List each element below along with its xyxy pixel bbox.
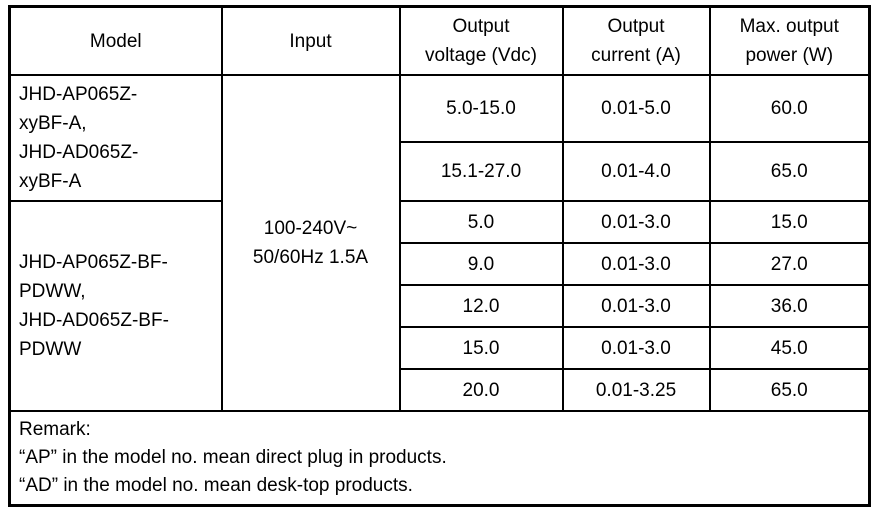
header-max-output-power: Max. output power (W) — [708, 5, 871, 76]
power-spec-table: Model Input Output voltage (Vdc) Output … — [8, 5, 871, 507]
voltage-cell: 12.0 — [398, 284, 564, 328]
table-row: JHD-AP065Z-BF- PDWW, JHD-AD065Z-BF- PDWW… — [8, 200, 871, 412]
header-row: Model Input Output voltage (Vdc) Output … — [8, 5, 871, 76]
current-cell: 0.01-3.25 — [561, 368, 711, 412]
voltage-cell: 5.0 — [398, 200, 564, 244]
remark-row: Remark: “AP” in the model no. mean direc… — [8, 410, 871, 507]
current-cell: 0.01-3.0 — [561, 284, 711, 328]
voltage-cell: 9.0 — [398, 242, 564, 286]
voltage-cell: 15.1-27.0 — [398, 140, 564, 203]
remark-cell: Remark: “AP” in the model no. mean direc… — [8, 410, 871, 507]
current-cell: 0.01-4.0 — [561, 140, 711, 203]
header-model: Model — [8, 5, 223, 76]
power-cell: 65.0 — [708, 368, 871, 412]
table-row: 15.1-27.0 0.01-4.0 65.0 — [10, 140, 871, 203]
table-row: JHD-AP065Z- xyBF-A, JHD-AD065Z- xyBF-A 1… — [8, 74, 871, 412]
current-cell: 0.01-3.0 — [561, 200, 711, 244]
header-output-voltage: Output voltage (Vdc) — [398, 5, 564, 76]
power-cell: 45.0 — [708, 326, 871, 370]
model-group-2-cell: JHD-AP065Z-BF- PDWW, JHD-AD065Z-BF- PDWW — [8, 200, 223, 412]
table-row: 12.0 0.01-3.0 36.0 — [10, 284, 871, 328]
power-cell: 60.0 — [708, 74, 871, 143]
header-output-current: Output current (A) — [561, 5, 711, 76]
power-cell: 27.0 — [708, 242, 871, 286]
current-cell: 0.01-3.0 — [561, 242, 711, 286]
current-cell: 0.01-5.0 — [561, 74, 711, 143]
voltage-cell: 15.0 — [398, 326, 564, 370]
table-row: 9.0 0.01-3.0 27.0 — [10, 242, 871, 286]
power-cell: 15.0 — [708, 200, 871, 244]
power-cell: 65.0 — [708, 140, 871, 203]
power-cell: 36.0 — [708, 284, 871, 328]
voltage-cell: 20.0 — [398, 368, 564, 412]
table-row: 20.0 0.01-3.25 65.0 — [10, 368, 871, 412]
model-group-1-cell: JHD-AP065Z- xyBF-A, JHD-AD065Z- xyBF-A — [8, 74, 223, 202]
input-cell: 100-240V~ 50/60Hz 1.5A — [220, 74, 401, 412]
current-cell: 0.01-3.0 — [561, 326, 711, 370]
header-input: Input — [220, 5, 401, 76]
table-row: 15.0 0.01-3.0 45.0 — [10, 326, 871, 370]
voltage-cell: 5.0-15.0 — [398, 74, 564, 143]
